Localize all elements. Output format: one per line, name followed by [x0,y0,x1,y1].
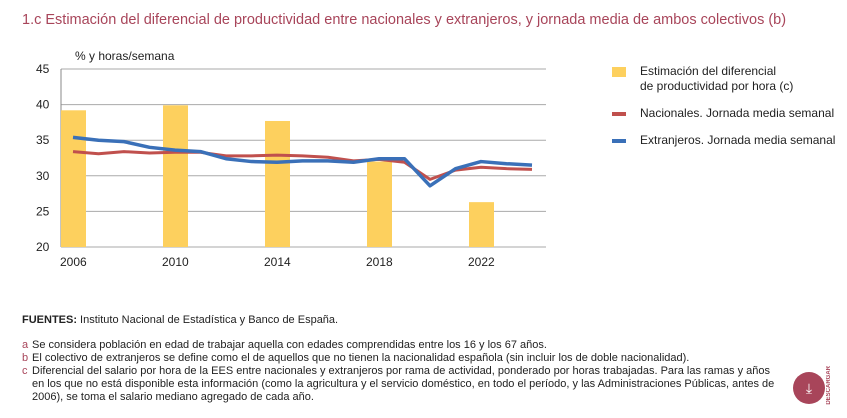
legend-label: Nacionales. Jornada media semanal [640,106,835,120]
sources-label: FUENTES: [22,314,77,326]
y-tick-label: 45 [36,62,50,76]
legend-swatch [612,112,626,116]
legend-swatch [612,67,626,77]
note-text: El colectivo de extranjeros se define co… [32,352,690,364]
y-tick-label: 35 [36,133,50,147]
legend-bars: Estimación del diferencial de productivid… [612,64,835,94]
bar-2014 [265,120,290,247]
x-tick-label: 2010 [162,255,189,269]
x-tick-label: 2018 [366,255,393,269]
note-key: c [22,365,28,377]
note-a: a Se considera población en edad de traba… [22,339,782,352]
note-text: Diferencial del salario por hora de la E… [32,365,775,403]
note-text: Se considera población en edad de trabaj… [32,339,547,351]
note-key: a [22,339,29,351]
legend-swatch [612,139,626,143]
legend-label: Estimación del diferencial [640,64,777,78]
download-button[interactable]: ⤓ [793,372,825,404]
x-tick-label: 2014 [264,255,291,269]
legend-label: Extranjeros. Jornada media semanal [640,133,836,147]
legend: Estimación del diferencial de productivid… [612,64,835,160]
bar-2010 [163,105,188,247]
note-b: b El colectivo de extranjeros se define c… [22,352,782,365]
y-tick-label: 30 [36,169,50,183]
chart-title: 1.c Estimación del diferencial de produc… [22,12,787,28]
chart: % y horas/semana 20 25 30 35 40 45 2006 2010 2014… [36,49,546,269]
sources-text: Instituto Nacional de Estadística y Banc… [77,314,339,326]
download-label[interactable]: DESCARGAR [826,366,832,405]
y-tick-label: 20 [36,240,50,254]
y-axis-label: % y horas/semana [75,49,175,63]
bar-2006 [61,110,86,248]
notes: FUENTES: Instituto Nacional de Estadísti… [22,314,782,404]
legend-extranjeros: Extranjeros. Jornada media semanal [612,133,835,148]
legend-label: de productividad por hora (c) [640,79,794,93]
note-key: b [22,352,29,364]
x-tick-label: 2022 [468,255,495,269]
download-file-icon: ⤓ [805,379,813,396]
bar-2018 [367,161,392,247]
bar-2022 [469,202,494,247]
y-tick-label: 25 [36,204,50,218]
note-c: c Diferencial del salario por hora de la … [22,365,782,404]
legend-nacionales: Nacionales. Jornada media semanal [612,106,835,121]
x-tick-label: 2006 [60,255,87,269]
y-tick-label: 40 [36,98,50,112]
line-extranjeros [72,135,533,188]
sources: FUENTES: Instituto Nacional de Estadísti… [22,314,782,327]
